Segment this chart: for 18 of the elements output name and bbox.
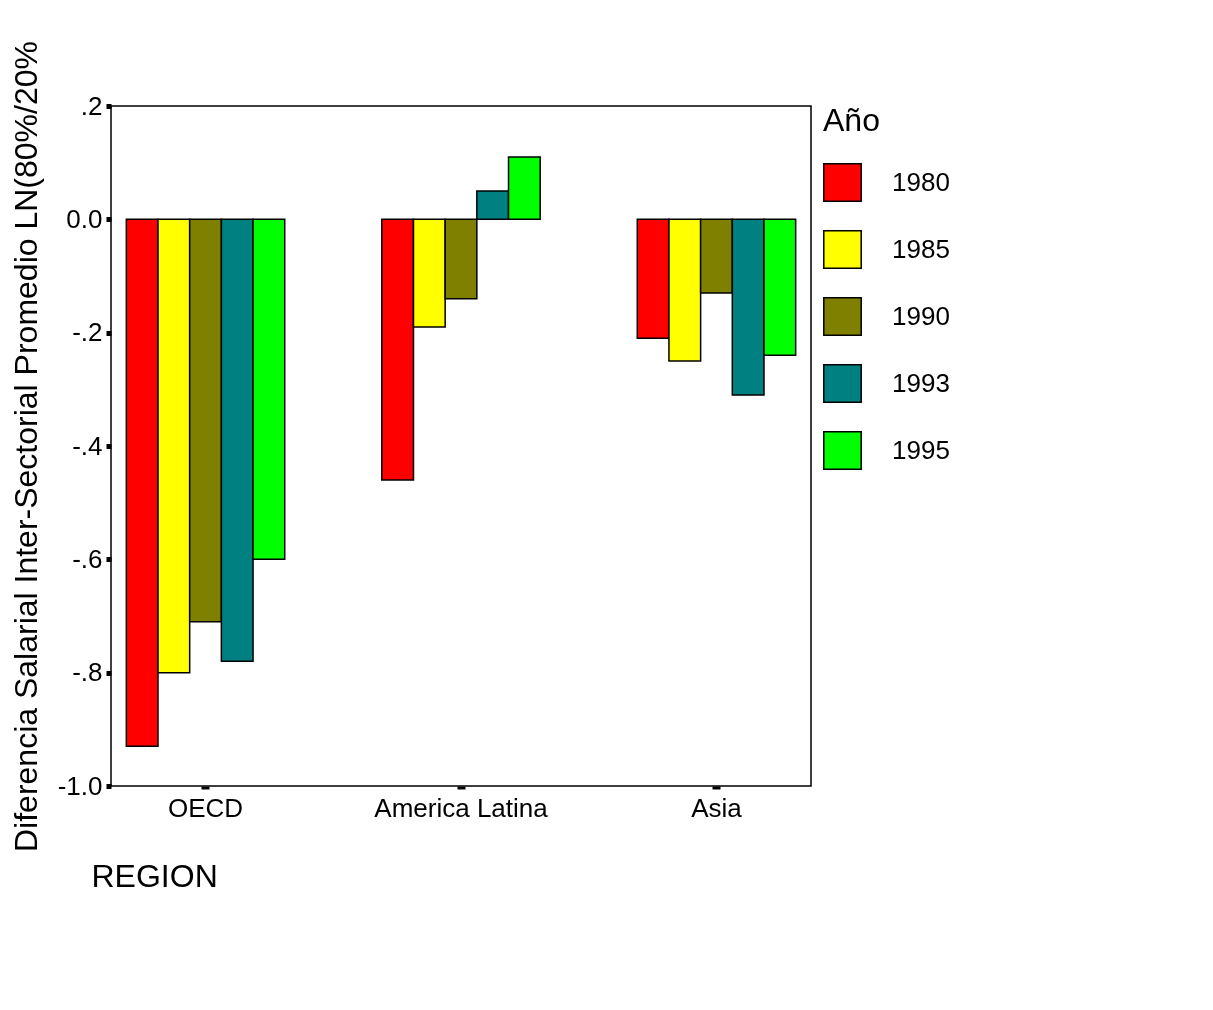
legend-title: Año xyxy=(823,102,880,138)
y-tick-label: 0.0 xyxy=(66,203,103,234)
legend-label: 1985 xyxy=(892,233,950,264)
x-tick-label: Asia xyxy=(691,792,743,823)
y-tick-label: -.6 xyxy=(72,543,103,574)
legend-label: 1980 xyxy=(892,166,950,197)
x-axis-title: REGION xyxy=(91,857,218,894)
x-tick-label: OECD xyxy=(167,792,244,823)
legend-label: 1993 xyxy=(892,367,950,398)
x-tick-label: America Latina xyxy=(374,792,549,823)
y-tick-label: -.4 xyxy=(72,430,103,461)
y-tick-label: -.2 xyxy=(72,317,103,348)
legend-label: 1995 xyxy=(892,434,950,465)
y-tick-label: -1.0 xyxy=(57,770,103,801)
y-axis-title: Diferencia Salarial Inter-Sectorial Promedio LN(80%/20% xyxy=(7,40,44,853)
y-tick-label: -.8 xyxy=(72,657,103,688)
legend-label: 1990 xyxy=(892,300,950,331)
y-tick-label: .2 xyxy=(80,90,103,121)
